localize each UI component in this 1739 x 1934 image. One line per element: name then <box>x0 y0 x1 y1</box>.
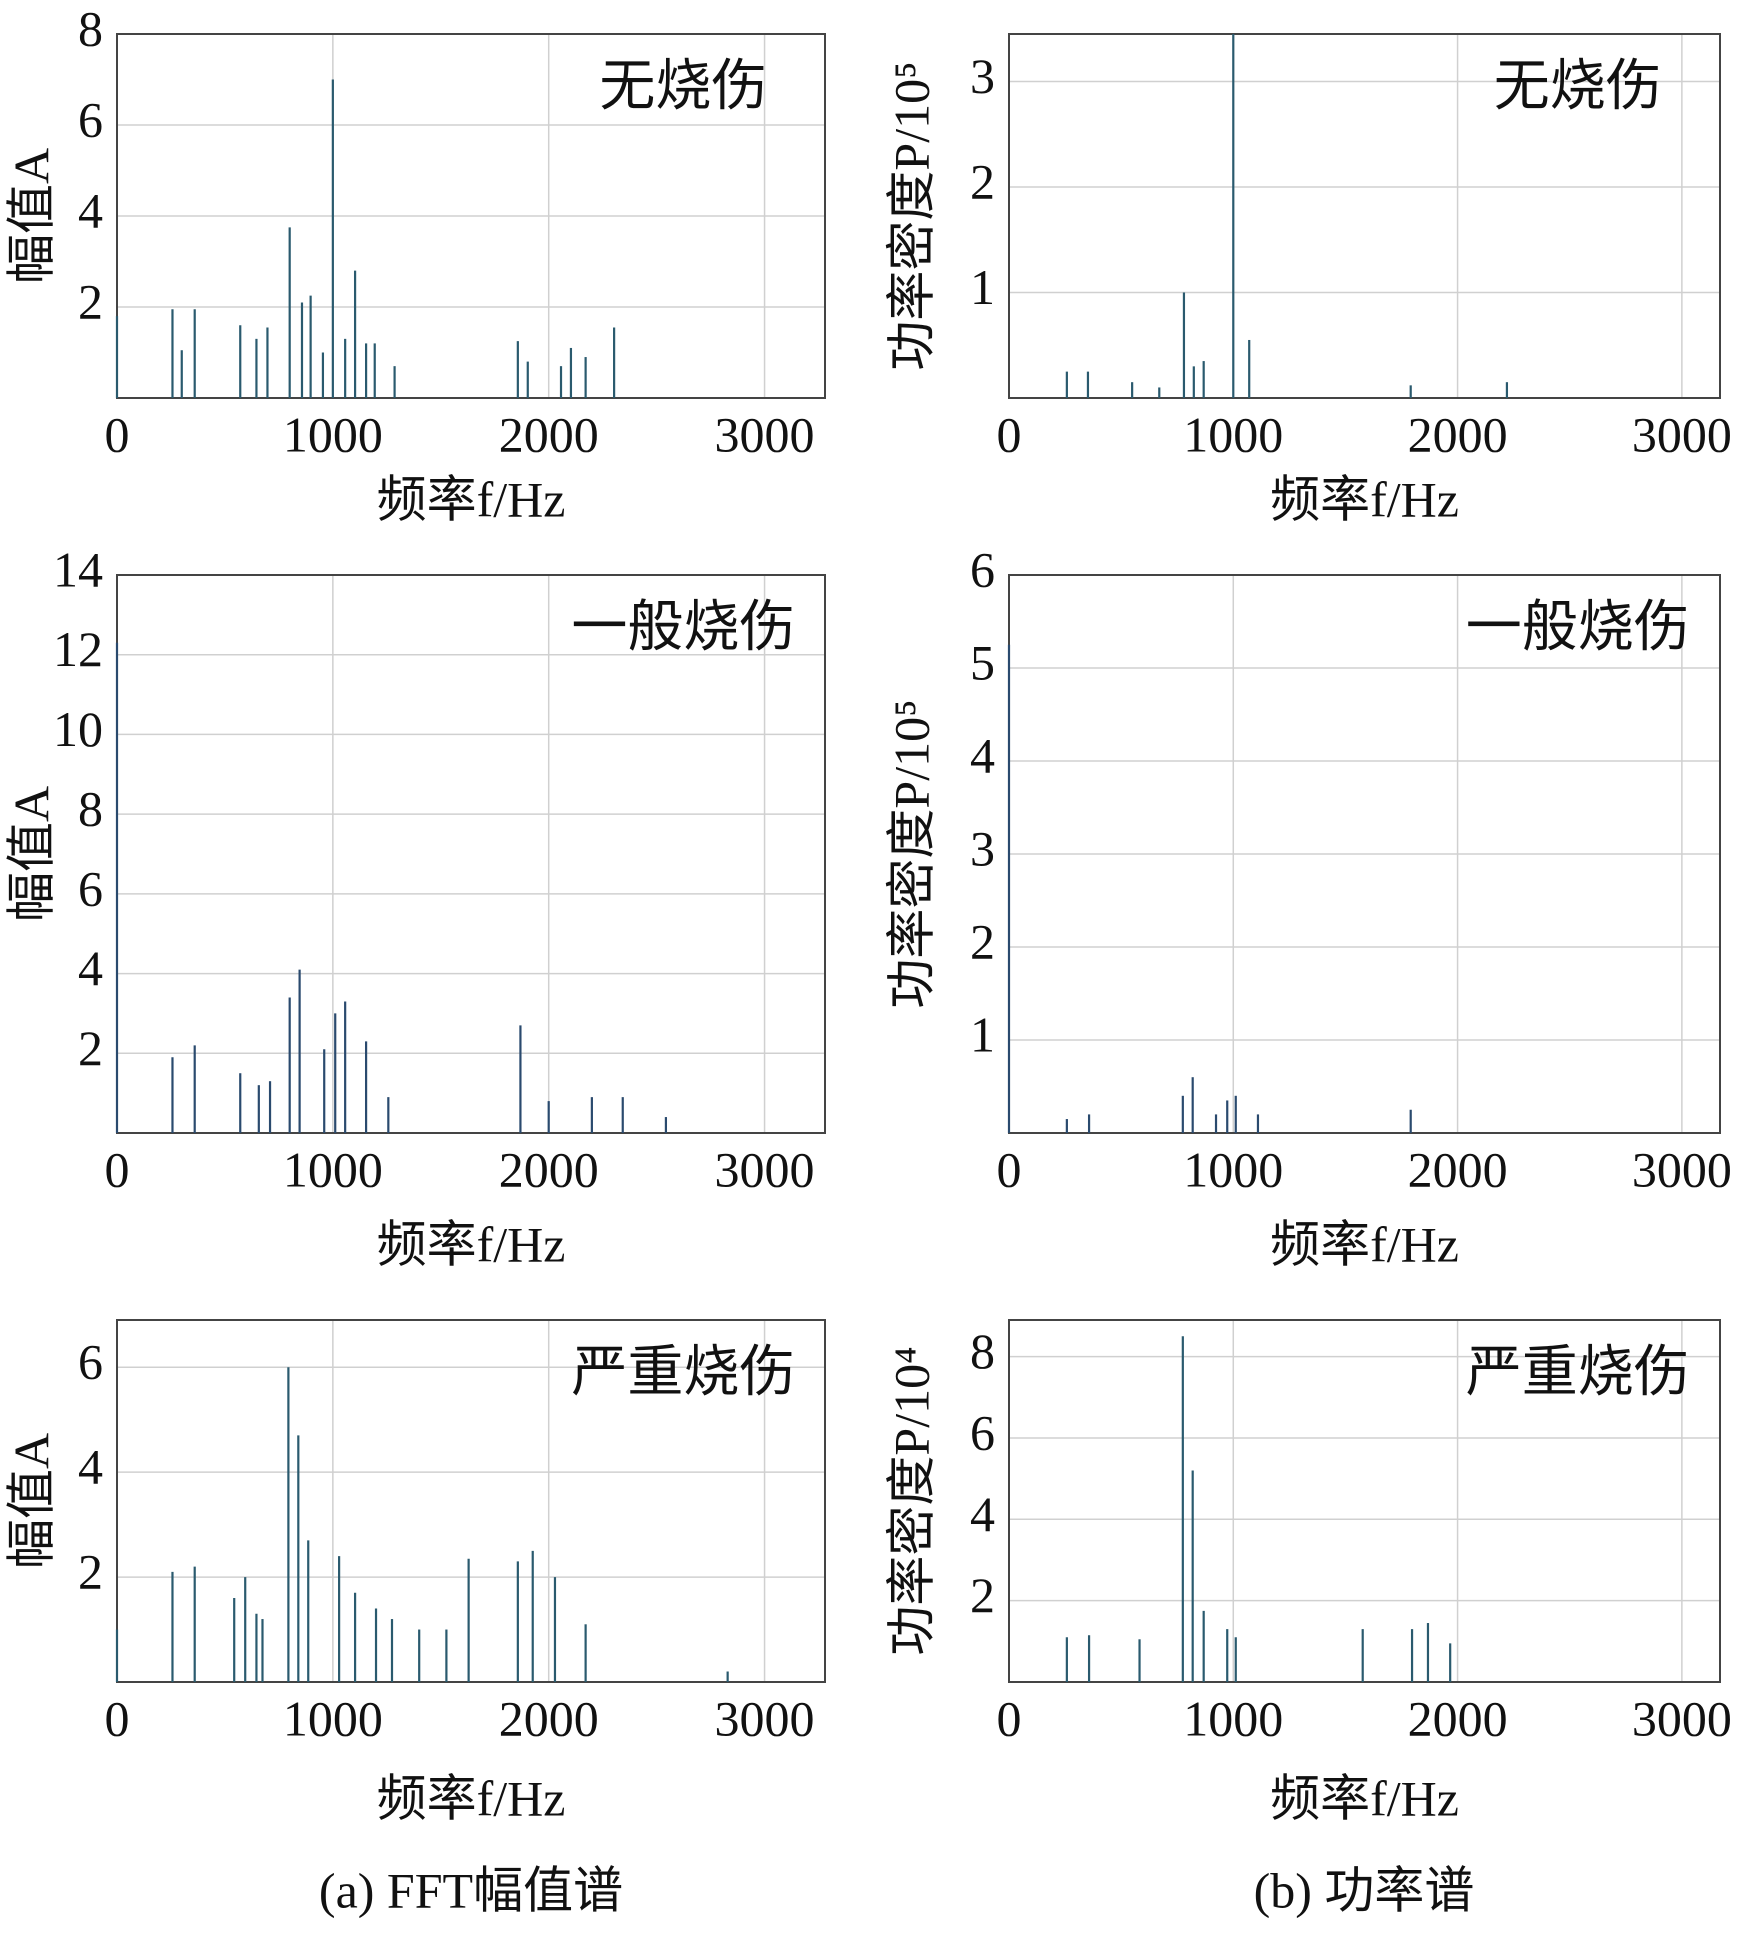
y-tick-label: 8 <box>78 781 103 837</box>
y-tick-label: 2 <box>78 273 103 329</box>
plot-frame <box>116 1319 826 1683</box>
y-tick-label: 8 <box>970 1323 995 1379</box>
x-axis-label: 频率f/Hz <box>1270 1216 1459 1272</box>
y-axis-label: 幅值A <box>3 786 59 922</box>
caption: (b) 功率谱 <box>1254 1862 1475 1918</box>
x-axis-label: 频率f/Hz <box>1270 471 1459 527</box>
x-tick-label: 1000 <box>283 1141 383 1197</box>
y-tick-label: 14 <box>53 541 103 597</box>
y-tick-label: 1 <box>970 259 995 315</box>
y-tick-label: 6 <box>78 860 103 916</box>
x-tick-label: 2000 <box>1408 1690 1508 1746</box>
y-axis-label: 幅值A <box>3 1433 59 1569</box>
y-axis-label: 幅值A <box>3 148 59 284</box>
x-tick-label: 2000 <box>1408 1141 1508 1197</box>
y-tick-label: 2 <box>970 913 995 969</box>
y-axis-label: 功率密度P/10⁵ <box>883 61 939 370</box>
annotation: 无烧伤 <box>599 56 767 118</box>
x-axis-label: 频率f/Hz <box>377 471 566 527</box>
plot-frame <box>1008 1319 1721 1683</box>
annotation: 严重烧伤 <box>571 1342 795 1404</box>
y-tick-label: 10 <box>53 701 103 757</box>
x-tick-label: 1000 <box>1183 1690 1283 1746</box>
x-tick-label: 3000 <box>1632 1141 1732 1197</box>
y-tick-label: 5 <box>970 634 995 690</box>
y-tick-label: 6 <box>78 1334 103 1390</box>
y-tick-label: 2 <box>78 1544 103 1600</box>
y-tick-label: 4 <box>970 1486 995 1542</box>
x-tick-label: 0 <box>997 1690 1022 1746</box>
x-tick-label: 0 <box>105 1690 130 1746</box>
y-axis-label: 功率密度P/10⁵ <box>883 699 939 1008</box>
y-tick-label: 2 <box>970 153 995 209</box>
x-tick-label: 3000 <box>715 1690 815 1746</box>
y-tick-label: 6 <box>970 1404 995 1460</box>
x-tick-label: 0 <box>997 406 1022 462</box>
x-tick-label: 0 <box>997 1141 1022 1197</box>
x-tick-label: 3000 <box>1632 406 1732 462</box>
y-tick-label: 1 <box>970 1006 995 1062</box>
x-tick-label: 2000 <box>1408 406 1508 462</box>
plot-frame <box>116 33 826 399</box>
y-tick-label: 2 <box>78 1020 103 1076</box>
annotation: 一般烧伤 <box>1466 597 1690 659</box>
x-tick-label: 2000 <box>499 1690 599 1746</box>
x-tick-label: 3000 <box>1632 1690 1732 1746</box>
x-tick-label: 0 <box>105 1141 130 1197</box>
x-tick-label: 1000 <box>1183 1141 1283 1197</box>
x-axis-label: 频率f/Hz <box>377 1770 566 1826</box>
y-tick-label: 6 <box>78 91 103 147</box>
annotation: 无烧伤 <box>1494 56 1662 118</box>
y-tick-label: 8 <box>78 0 103 56</box>
annotation: 严重烧伤 <box>1466 1342 1690 1404</box>
caption: (a) FFT幅值谱 <box>319 1862 623 1918</box>
y-tick-label: 4 <box>970 727 995 783</box>
y-tick-label: 3 <box>970 48 995 104</box>
x-tick-label: 2000 <box>499 406 599 462</box>
x-tick-label: 2000 <box>499 1141 599 1197</box>
y-tick-label: 12 <box>53 621 103 677</box>
x-tick-label: 3000 <box>715 406 815 462</box>
y-tick-label: 3 <box>970 820 995 876</box>
x-axis-label: 频率f/Hz <box>1270 1770 1459 1826</box>
x-tick-label: 0 <box>105 406 130 462</box>
x-tick-label: 1000 <box>1183 406 1283 462</box>
y-tick-label: 4 <box>78 940 103 996</box>
y-tick-label: 2 <box>970 1567 995 1623</box>
y-tick-label: 4 <box>78 182 103 238</box>
x-tick-label: 3000 <box>715 1141 815 1197</box>
x-tick-label: 1000 <box>283 1690 383 1746</box>
y-tick-label: 6 <box>970 541 995 597</box>
annotation: 一般烧伤 <box>571 597 795 659</box>
y-axis-label: 功率密度P/10⁴ <box>883 1346 939 1655</box>
plot-frame <box>1008 33 1721 399</box>
x-axis-label: 频率f/Hz <box>377 1216 566 1272</box>
y-tick-label: 4 <box>78 1439 103 1495</box>
x-tick-label: 1000 <box>283 406 383 462</box>
